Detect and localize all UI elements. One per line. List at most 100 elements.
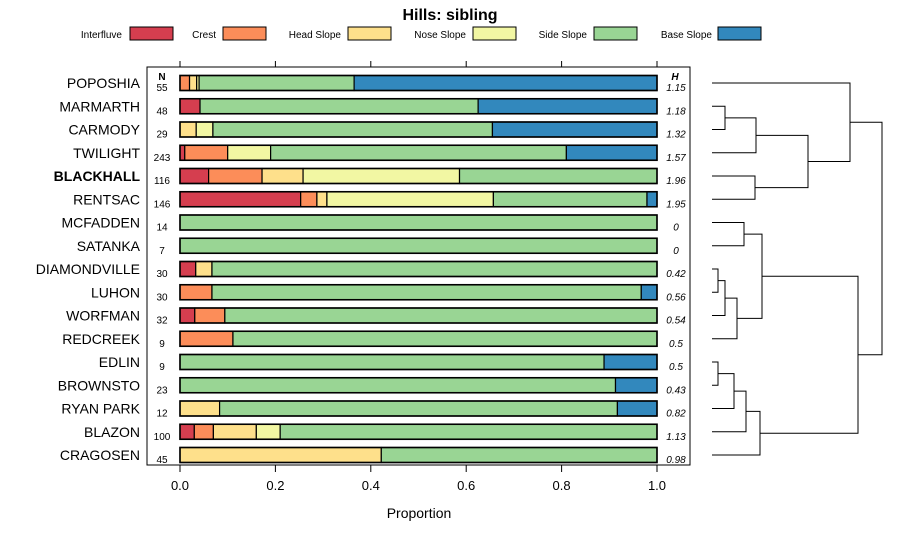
- bar-outline: [179, 190, 658, 208]
- row-h: 0.82: [666, 409, 686, 420]
- bar-segment: [195, 260, 213, 278]
- bar-segment: [179, 214, 658, 231]
- dendrogram-link: [712, 82, 851, 162]
- row-h: 1.95: [666, 199, 686, 210]
- legend-label: Head Slope: [289, 30, 342, 41]
- bar-segment: [179, 98, 201, 115]
- legend-swatch: [593, 26, 638, 41]
- bar-segment: [640, 284, 658, 301]
- dendrogram-link: [712, 373, 735, 409]
- bar-segment: [179, 330, 234, 347]
- row-n: 30: [156, 269, 168, 280]
- row-h: 0.54: [666, 316, 686, 327]
- row-n: 14: [156, 223, 168, 234]
- row-h: 1.13: [666, 432, 686, 443]
- bar-outline: [179, 121, 658, 138]
- row-n: 48: [156, 106, 168, 117]
- row-n: 45: [156, 455, 168, 466]
- row-h: 0.56: [666, 292, 686, 303]
- bar-segment: [179, 377, 617, 394]
- legend-label: Crest: [192, 30, 216, 41]
- row-n: 100: [154, 432, 171, 443]
- legend-label: Nose Slope: [414, 30, 466, 41]
- chart-title: Hills: sibling: [402, 7, 497, 24]
- row-h: 0: [673, 223, 679, 234]
- bar-segment: [302, 167, 461, 185]
- bar-segment: [227, 144, 272, 161]
- bar-outline: [179, 237, 658, 255]
- row-n: 7: [159, 246, 165, 257]
- x-tick-label: 1.0: [648, 478, 666, 493]
- row-label: LUHON: [91, 284, 140, 300]
- dendrogram-link: [712, 410, 761, 456]
- bar-segment: [218, 400, 619, 417]
- x-tick-label: 0.6: [457, 478, 475, 493]
- bar-segment: [179, 307, 196, 324]
- bar-segment: [614, 377, 658, 394]
- bar-segment: [255, 423, 281, 440]
- bar-segment: [179, 400, 221, 417]
- bar-segment: [224, 307, 658, 324]
- bar-segment: [199, 98, 479, 115]
- legend-label: Base Slope: [661, 30, 713, 41]
- bar-segment: [179, 237, 658, 254]
- row-h: 0.43: [666, 385, 686, 396]
- row-label: EDLIN: [99, 354, 140, 370]
- row-label: DIAMONDVILLE: [36, 261, 140, 277]
- legend-swatch: [129, 26, 174, 41]
- bar-segment: [300, 191, 318, 208]
- bar-outline: [179, 376, 658, 394]
- legend-label: Side Slope: [539, 30, 588, 41]
- bar-segment: [179, 260, 197, 278]
- bar-segment: [179, 353, 605, 371]
- legend-swatch: [347, 26, 392, 41]
- dendrogram-link: [712, 175, 756, 200]
- row-h: 1.15: [666, 83, 686, 94]
- h-header: H: [671, 72, 679, 83]
- row-n: 23: [156, 385, 168, 396]
- row-label: REDCREEK: [62, 331, 140, 347]
- row-h: 1.57: [666, 153, 686, 164]
- x-tick-label: 0.2: [266, 478, 284, 493]
- bar-segment: [184, 144, 229, 161]
- row-h: 1.96: [666, 176, 686, 187]
- bar-outline: [179, 74, 658, 92]
- dendrogram-link: [712, 390, 747, 433]
- row-label: BLAZON: [84, 424, 140, 440]
- bar-rows: POPOSHIA 55 1.15 MARMARTH 48 1.18 CARMODY 29 1.3…: [36, 74, 686, 466]
- bar-segment: [179, 446, 382, 464]
- bar-segment: [179, 167, 210, 185]
- dendrogram-link: [712, 361, 719, 386]
- row-h: 0.5: [669, 362, 683, 373]
- row-n: 30: [156, 292, 168, 303]
- row-label: WORFMAN: [66, 308, 140, 324]
- row-label: RYAN PARK: [61, 401, 140, 417]
- bar-segment: [646, 191, 658, 208]
- bar-outline: [179, 307, 658, 324]
- bar-outline: [179, 330, 658, 348]
- dendrogram-link: [712, 105, 726, 130]
- bar-outline: [179, 167, 658, 185]
- plot-frame: [146, 66, 691, 466]
- x-tick-label: 0.0: [171, 478, 189, 493]
- row-h: 0.98: [666, 455, 686, 466]
- bar-segment: [179, 423, 195, 440]
- row-n: 29: [156, 130, 168, 141]
- dendrogram-link: [712, 222, 745, 247]
- bar-outline: [179, 353, 658, 371]
- bar-segment: [211, 260, 658, 278]
- bar-segment: [188, 74, 198, 92]
- bar-segment: [212, 121, 494, 138]
- bar-segment: [179, 284, 213, 301]
- bar-outline: [179, 97, 658, 115]
- dendrogram: [712, 82, 883, 456]
- legend-swatch: [717, 26, 762, 41]
- row-n: 32: [156, 316, 168, 327]
- row-label: BROWNSTO: [58, 377, 140, 393]
- row-n: 55: [156, 83, 168, 94]
- bar-segment: [195, 121, 214, 138]
- row-n: 9: [159, 339, 165, 350]
- row-h: 1.32: [666, 130, 686, 141]
- bar-segment: [211, 284, 642, 301]
